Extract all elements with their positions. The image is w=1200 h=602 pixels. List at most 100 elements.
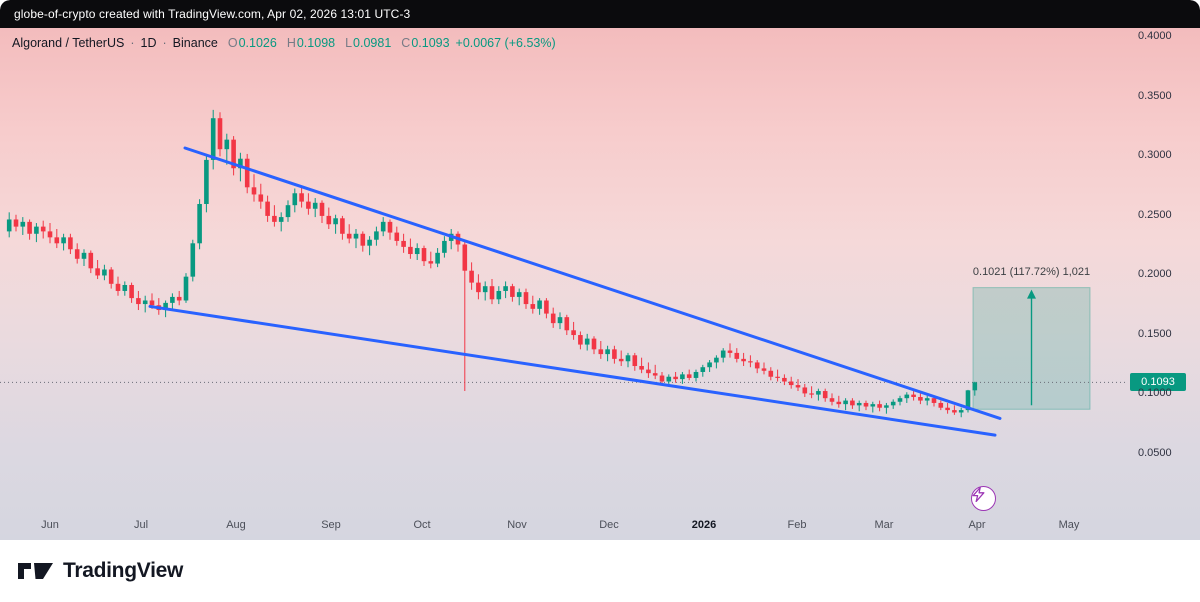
candle-body: [496, 290, 502, 300]
candle-body: [387, 221, 393, 233]
candle-body: [74, 249, 80, 259]
candle-body: [183, 276, 189, 301]
price-tick-label: 0.1000: [1138, 387, 1172, 400]
candle-body: [754, 362, 760, 369]
candle-body: [136, 298, 141, 305]
time-tick-label: Jul: [133, 519, 149, 531]
candle-body: [510, 286, 515, 297]
candle-body: [81, 252, 87, 259]
price-badge: 0.1093: [1130, 373, 1186, 392]
candle-body: [822, 391, 828, 399]
candle-body: [714, 357, 719, 363]
candle-body: [217, 118, 223, 150]
candle-body: [802, 387, 808, 394]
high-value: 0.1098: [296, 36, 336, 50]
candle-body: [346, 233, 352, 239]
time-tick-label: Jun: [41, 519, 59, 531]
candle-body: [6, 219, 12, 232]
time-axis[interactable]: Jun Jul Aug Sep Oct Nov Dec 2026 Feb Mar Apr May: [0, 514, 1128, 540]
trendline[interactable]: [183, 146, 1002, 420]
candle-body: [210, 118, 216, 160]
candle-body: [516, 292, 522, 297]
symbol-name[interactable]: Algorand / TetherUS: [12, 36, 125, 50]
price-tick-label: 0.3000: [1138, 149, 1172, 162]
candle-body: [952, 410, 957, 413]
candle-body: [646, 369, 651, 374]
projection-arrowhead: [1027, 289, 1036, 299]
candle-body: [108, 269, 114, 284]
candle-body: [863, 402, 869, 407]
candle-body: [598, 349, 604, 355]
candle-body: [734, 352, 740, 359]
candle-body: [292, 193, 298, 206]
candle-body: [380, 221, 386, 232]
candle-body: [68, 237, 73, 250]
lightning-icon: [972, 487, 985, 502]
trendline[interactable]: [148, 304, 997, 437]
projection-label[interactable]: 0.1021 (117.72%) 1,021: [972, 265, 1091, 278]
candle-body: [54, 237, 60, 244]
candle-body: [272, 215, 277, 222]
chart-canvas[interactable]: [0, 28, 1200, 540]
candle-body: [550, 313, 556, 324]
candle-body: [924, 398, 930, 401]
candle-body: [88, 252, 94, 269]
candle-body: [591, 338, 597, 350]
candle-body: [659, 375, 665, 382]
candle-body: [190, 243, 196, 277]
candle-body: [537, 300, 542, 309]
candle-body: [707, 362, 712, 368]
candle-body: [40, 226, 46, 232]
tradingview-logo-icon[interactable]: [18, 559, 54, 583]
candle-body: [129, 285, 134, 299]
timeframe[interactable]: 1D: [140, 36, 157, 50]
candle-body: [877, 404, 882, 408]
attribution-text: globe-of-crypto created with TradingView…: [14, 7, 411, 21]
candle-body: [367, 239, 372, 246]
candle-body: [142, 300, 148, 305]
price-axis[interactable]: 0.1093 0.4000 0.3500 0.3000 0.2500 0.2000 0.1…: [1128, 28, 1200, 540]
candle-body: [122, 285, 128, 291]
candle-body: [278, 217, 284, 222]
footer: TradingView: [0, 540, 1200, 602]
candle-body: [544, 300, 549, 314]
price-tick-label: 0.1500: [1138, 327, 1172, 340]
time-tick-label: Nov: [507, 519, 527, 531]
candle-body: [197, 203, 202, 244]
candle-body: [666, 376, 672, 382]
candle-body: [720, 350, 726, 358]
candle-body: [428, 261, 434, 264]
candle-body: [238, 158, 243, 169]
time-tick-label: Aug: [226, 519, 246, 531]
tradingview-wordmark[interactable]: TradingView: [63, 559, 184, 582]
open-label: O: [227, 36, 238, 50]
candle-body: [816, 391, 821, 395]
candle-body: [918, 396, 923, 401]
candle-body: [775, 376, 780, 378]
candle-body: [632, 355, 638, 367]
candle-body: [523, 292, 529, 305]
candle-body: [972, 382, 978, 391]
candle-body: [571, 330, 576, 336]
candle-body: [884, 405, 889, 408]
candle-body: [285, 205, 291, 218]
lightning-marker-button[interactable]: [971, 486, 996, 511]
candle-body: [612, 349, 617, 359]
candle-body: [414, 248, 420, 255]
candle-body: [102, 269, 107, 276]
candle-body: [374, 231, 379, 240]
candle-body: [748, 361, 753, 363]
time-tick-label: Apr: [968, 519, 986, 531]
candle-body: [904, 394, 910, 399]
candle-body: [795, 385, 801, 388]
candle-body: [700, 367, 706, 372]
price-tick-label: 0.0500: [1138, 446, 1172, 459]
candle-body: [163, 302, 168, 311]
time-tick-label: May: [1058, 519, 1080, 531]
chart-area[interactable]: Algorand / TetherUS · 1D · Binance O 0.10…: [0, 28, 1200, 540]
candle-body: [462, 244, 468, 271]
candle-body: [231, 139, 236, 169]
candle-body: [782, 377, 787, 382]
candle-body: [911, 394, 916, 397]
